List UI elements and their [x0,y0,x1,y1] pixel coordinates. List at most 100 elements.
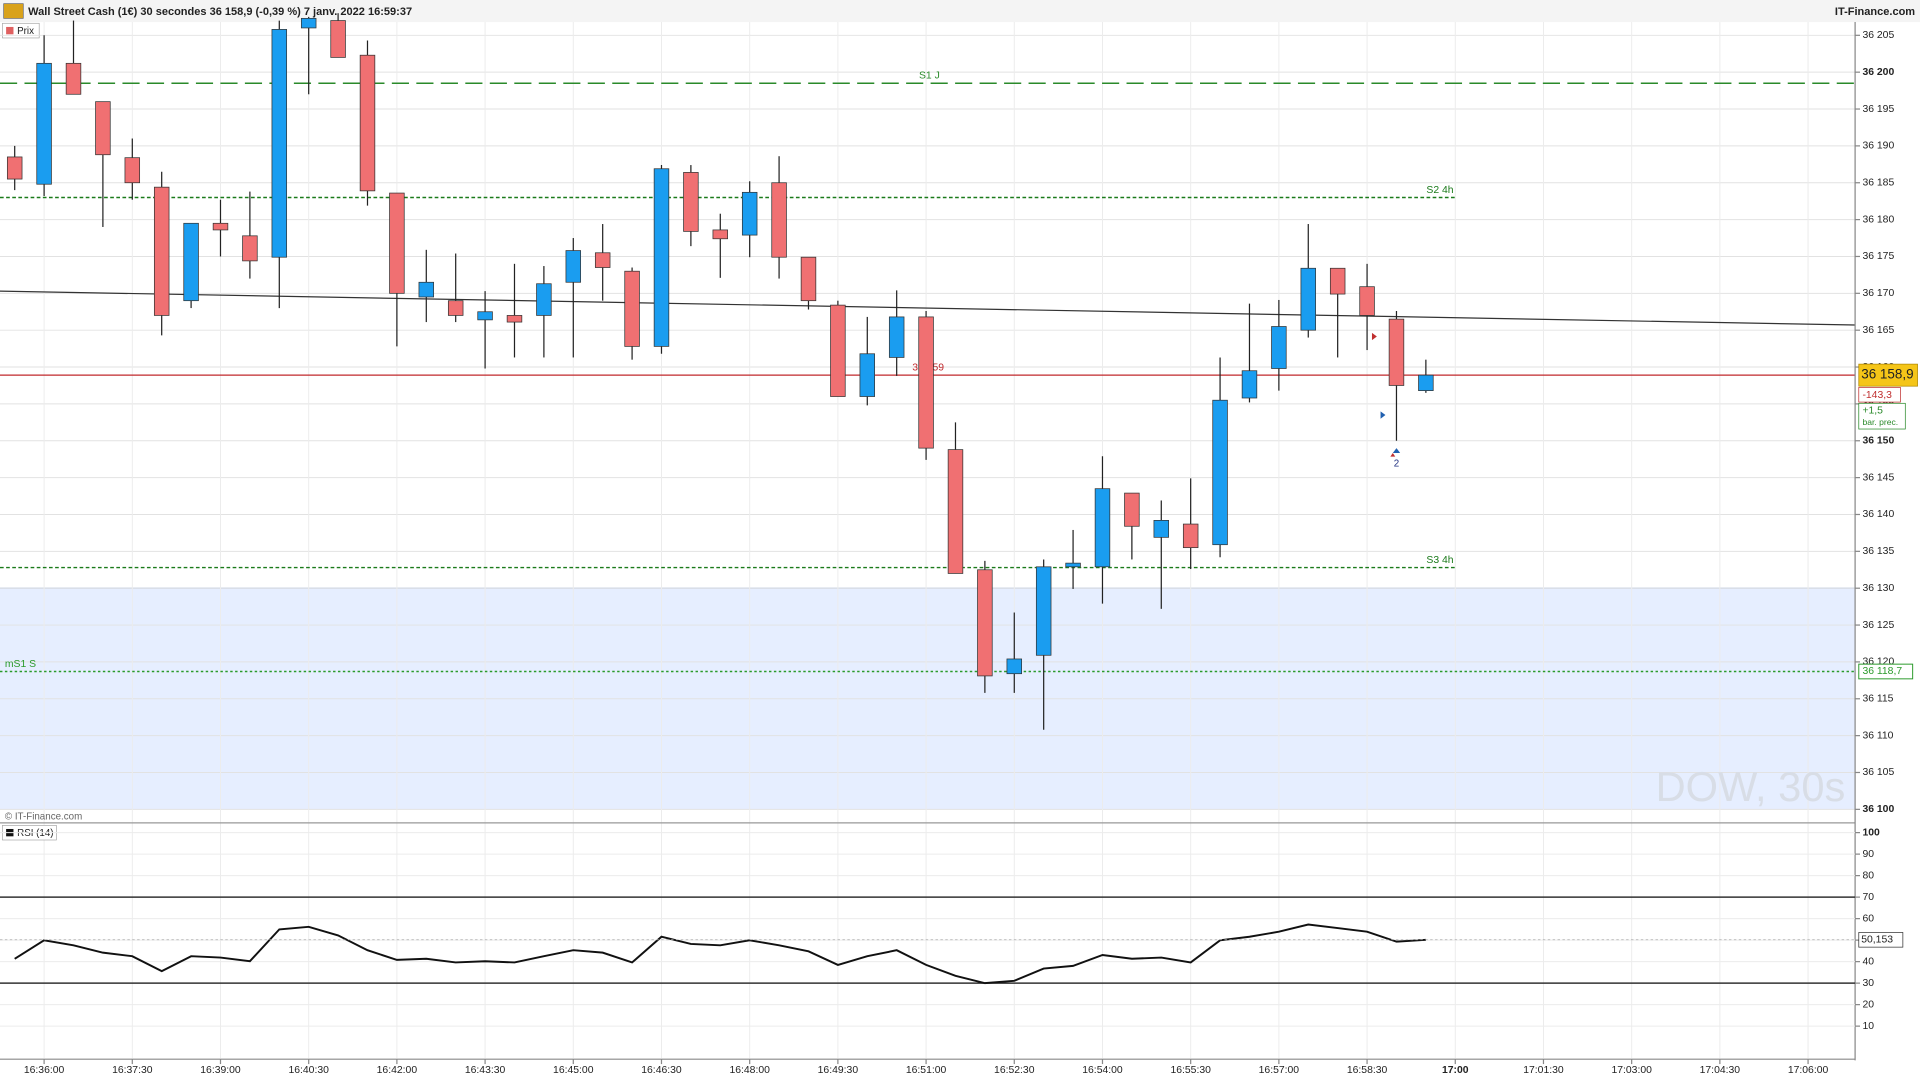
x-tick-label: 16:36:00 [24,1065,65,1076]
rsi-line [14,923,1426,985]
candle-body [359,54,376,192]
candle-body [1153,520,1169,538]
level-label: mS1 S [5,659,36,670]
x-tick-label: 16:46:30 [641,1065,682,1076]
x-tick-label: 16:40:30 [288,1065,329,1076]
y-tick-label: 36 100 [1862,804,1894,815]
y-tick-label: 36 185 [1862,177,1894,188]
last-price-box [1858,363,1918,387]
x-tick-label: 17:01:30 [1523,1065,1564,1076]
x-tick-label: 16:52:30 [994,1065,1035,1076]
candle-body [1329,267,1346,295]
rsi-y-tick-label: 20 [1862,999,1874,1010]
y-tick-label: 36 200 [1862,67,1894,78]
signal-marker [1371,332,1377,341]
candle-body [653,168,670,347]
candle-body [888,316,905,358]
candle-body [1212,399,1228,546]
candle-body [1094,488,1111,568]
y-tick-label: 36 170 [1862,288,1894,299]
app-icon [3,3,24,19]
x-tick-label: 16:57:00 [1259,1065,1300,1076]
candle-body [95,101,111,156]
signal-marker [1380,411,1386,419]
y-tick-label: 36 140 [1862,509,1894,520]
candle-body [506,315,523,323]
last-price-label: 36 158,9 [1861,367,1913,382]
candle-body [183,222,199,302]
rsi-label: RSI (14) [17,828,53,839]
y-tick-label: 36 110 [1862,730,1893,741]
x-tick-label: 17:04:30 [1700,1065,1741,1076]
candle-body [1271,326,1287,369]
x-tick-label: 16:48:00 [729,1065,770,1076]
candle-body [212,222,229,231]
candle-body [712,229,728,240]
candle-body [859,353,875,397]
candle-body [683,172,699,232]
rsi-value-box [1858,932,1904,948]
candle-body [447,300,464,316]
copyright: © IT-Finance.com [5,811,82,822]
x-tick-label: 16:42:00 [377,1065,418,1076]
candle-body [36,62,52,185]
candle-body [1124,492,1140,527]
candle-body [771,182,787,258]
header-bar [0,0,1920,23]
signal-arrow [1392,448,1401,454]
candle-body [242,235,258,262]
candle-body [330,20,346,58]
y-tick-label: 36 120 [1862,657,1894,668]
candle-body [300,17,317,29]
y-tick-label: 36 135 [1862,546,1894,557]
candle-body [1006,658,1022,675]
x-tick-label: 16:49:30 [818,1065,859,1076]
trend-line [0,290,1856,326]
y-tick-label: 36 105 [1862,767,1894,778]
y-tick-label: 36 130 [1862,583,1894,594]
x-tick-label: 16:39:00 [200,1065,241,1076]
rsi-y-tick-label: 70 [1862,892,1874,903]
x-tick-label: 16:45:00 [553,1065,594,1076]
x-tick-label: 17:06:00 [1788,1065,1829,1076]
candle-body [1035,566,1052,656]
candle-body [124,157,141,184]
rsi-value-label: 50,153 [1861,935,1893,946]
x-tick-label: 17:00 [1442,1065,1469,1076]
candle-body [947,449,964,574]
x-tick-label: 17:03:00 [1611,1065,1652,1076]
rsi-y-tick-label: 60 [1862,913,1874,924]
y-tick-label: 36 150 [1862,436,1894,447]
candle-body [565,250,582,283]
candle-body [6,156,23,180]
candle-body [977,569,993,677]
x-tick-label: 16:54:00 [1082,1065,1123,1076]
x-tick-label: 16:51:00 [906,1065,947,1076]
candle-body [1418,374,1434,391]
change-prev-label: +1,5 [1862,405,1883,416]
rsi-y-tick-label: 90 [1862,849,1874,860]
change-label: -143,3 [1862,390,1892,401]
candle-body [1182,523,1199,549]
candle-body [418,281,435,298]
candle-body [1065,562,1081,568]
candle-body [1388,318,1405,386]
rsi-y-tick-label: 10 [1862,1021,1874,1032]
candle-body [536,283,552,316]
chart-title: Wall Street Cash (1€) 30 secondes 36 158… [28,6,412,18]
level-label: S3 4h [1426,555,1453,566]
change-prev-box [1858,402,1906,430]
y-tick-label: 36 205 [1862,30,1894,41]
x-tick-label: 16:58:30 [1347,1065,1388,1076]
candle-body [477,311,493,321]
candle-body [1359,286,1375,316]
candle-body [271,29,288,258]
candle-body [1241,370,1258,399]
x-tick-label: 16:37:30 [112,1065,153,1076]
source: IT-Finance.com [1835,6,1915,18]
rsi-y-tick-label: 30 [1862,978,1874,989]
y-tick-label: 36 180 [1862,214,1894,225]
rsi-y-tick-label: 80 [1862,870,1874,881]
